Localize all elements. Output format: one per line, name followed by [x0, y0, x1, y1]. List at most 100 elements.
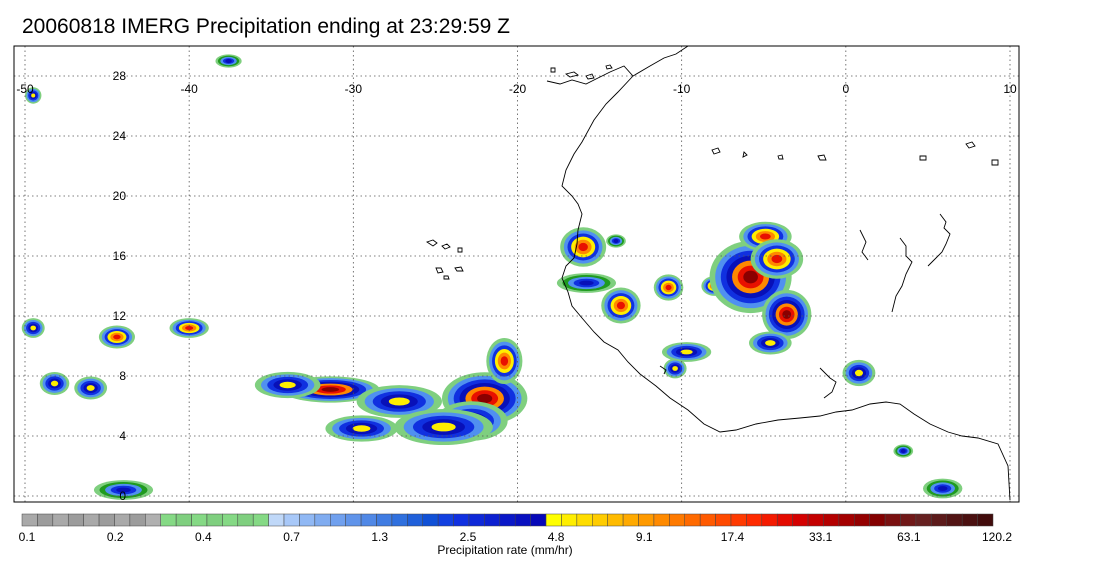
- precip-cell: [486, 338, 523, 384]
- latitude-label: 24: [113, 129, 127, 143]
- precip-contour: [388, 397, 410, 406]
- precip-contour: [116, 487, 131, 493]
- map-title: 20060818 IMERG Precipitation ending at 2…: [22, 15, 510, 38]
- precip-contour: [578, 242, 588, 252]
- colorbar-swatch: [699, 513, 716, 527]
- colorbar-swatch: [961, 513, 978, 527]
- colorbar-swatch: [823, 513, 840, 527]
- precip-cell: [39, 372, 70, 395]
- colorbar-swatch: [869, 513, 886, 527]
- colorbar-swatch: [160, 513, 177, 527]
- colorbar-swatch: [175, 513, 192, 527]
- latitude-label: 4: [119, 429, 126, 443]
- precip-cell: [556, 273, 616, 293]
- colorbar-swatch: [407, 513, 423, 527]
- precip-contour: [579, 280, 594, 286]
- colorbar-swatch: [391, 513, 408, 527]
- colorbar-swatch: [376, 513, 393, 527]
- precip-cell: [663, 358, 687, 379]
- colorbar-tick-label: 4.8: [547, 530, 565, 544]
- colorbar-swatch: [299, 513, 316, 527]
- map-frame: [13, 45, 1020, 503]
- precip-cell: [356, 385, 442, 418]
- colorbar-swatch: [592, 513, 608, 527]
- precip-contour: [743, 270, 758, 284]
- colorbar-title: Precipitation rate (mm/hr): [437, 543, 573, 557]
- colorbar-swatch: [530, 513, 547, 527]
- colorbar-swatch: [345, 513, 362, 527]
- precip-cell: [325, 415, 398, 442]
- colorbar-swatch: [684, 513, 701, 527]
- precip-contour: [477, 393, 493, 404]
- cape-verde-islands: [425, 239, 464, 280]
- precip-contour: [665, 284, 672, 291]
- colorbar-swatch: [746, 513, 763, 527]
- colorbar-swatch: [129, 513, 146, 527]
- colorbar-swatch: [453, 513, 470, 527]
- precip-cell: [74, 376, 108, 400]
- precip-contour: [352, 425, 371, 432]
- longitude-label: -30: [345, 82, 363, 96]
- coastline: [425, 46, 1011, 501]
- precip-cell: [762, 289, 812, 340]
- colorbar-swatch: [900, 513, 917, 527]
- colorbar-swatch: [669, 513, 685, 527]
- precip-contour: [759, 233, 771, 240]
- colorbar-swatch: [222, 513, 239, 527]
- precip-cell: [98, 325, 135, 349]
- precip-cell: [748, 331, 792, 355]
- precip-contour: [500, 356, 509, 366]
- precip-cell: [606, 234, 626, 248]
- longitude-label: 10: [1003, 82, 1017, 96]
- canary-islands: [550, 64, 613, 80]
- colorbar-tick-label: 63.1: [897, 530, 921, 544]
- colorbar-swatch: [638, 513, 655, 527]
- colorbar-tick-label: 0.1: [18, 530, 36, 544]
- precip-contour: [771, 254, 783, 264]
- precip-cell: [661, 342, 712, 362]
- latitude-labels: 28 24 20 16 12 8 4 0: [113, 69, 127, 503]
- colorbar-swatch: [422, 513, 439, 527]
- colorbar-swatch: [715, 513, 732, 527]
- precip-cell: [601, 287, 641, 324]
- colorbar-tick-label: 120.2: [981, 530, 1013, 544]
- precip-contour: [321, 387, 340, 392]
- colorbar-swatch: [252, 513, 269, 527]
- precip-cell: [25, 87, 42, 104]
- colorbar-swatch: [268, 513, 285, 527]
- colorbar-tick-label: 17.4: [720, 530, 745, 544]
- colorbar-swatch: [191, 513, 208, 527]
- precip-cell: [653, 274, 684, 301]
- precip-cell: [21, 318, 45, 338]
- colorbar-swatch: [98, 513, 115, 527]
- colorbar-swatch: [283, 513, 300, 527]
- precip-contour: [680, 349, 693, 355]
- precip-cell: [394, 408, 493, 446]
- precip-contour: [225, 59, 232, 63]
- colorbar-tick-label: 0.4: [195, 530, 212, 544]
- precip-cell: [215, 54, 242, 68]
- precip-contour: [672, 366, 678, 371]
- colorbar-swatch: [37, 513, 54, 527]
- colorbar-tick-label: 0.2: [106, 530, 124, 544]
- precip-contour: [765, 340, 776, 346]
- colorbar-swatch: [653, 513, 670, 527]
- colorbar-swatch: [437, 513, 454, 527]
- longitude-label: -40: [180, 82, 198, 96]
- colorbar-swatch: [484, 513, 501, 527]
- colorbar-swatch: [561, 513, 578, 527]
- africa-coastline: [546, 46, 1011, 501]
- precip-contour: [937, 486, 948, 491]
- precip-contour: [431, 422, 456, 432]
- colorbar-swatch: [330, 513, 346, 527]
- longitude-label: -10: [673, 82, 691, 96]
- colorbar-swatch: [67, 513, 84, 527]
- colorbar-swatch: [622, 513, 639, 527]
- colorbar-swatch: [977, 513, 994, 527]
- precip-cell: [169, 318, 209, 338]
- latitude-label: 28: [113, 69, 127, 83]
- longitude-label: 0: [842, 82, 849, 96]
- colorbar-swatch: [607, 513, 624, 527]
- colorbar-swatch: [52, 513, 69, 527]
